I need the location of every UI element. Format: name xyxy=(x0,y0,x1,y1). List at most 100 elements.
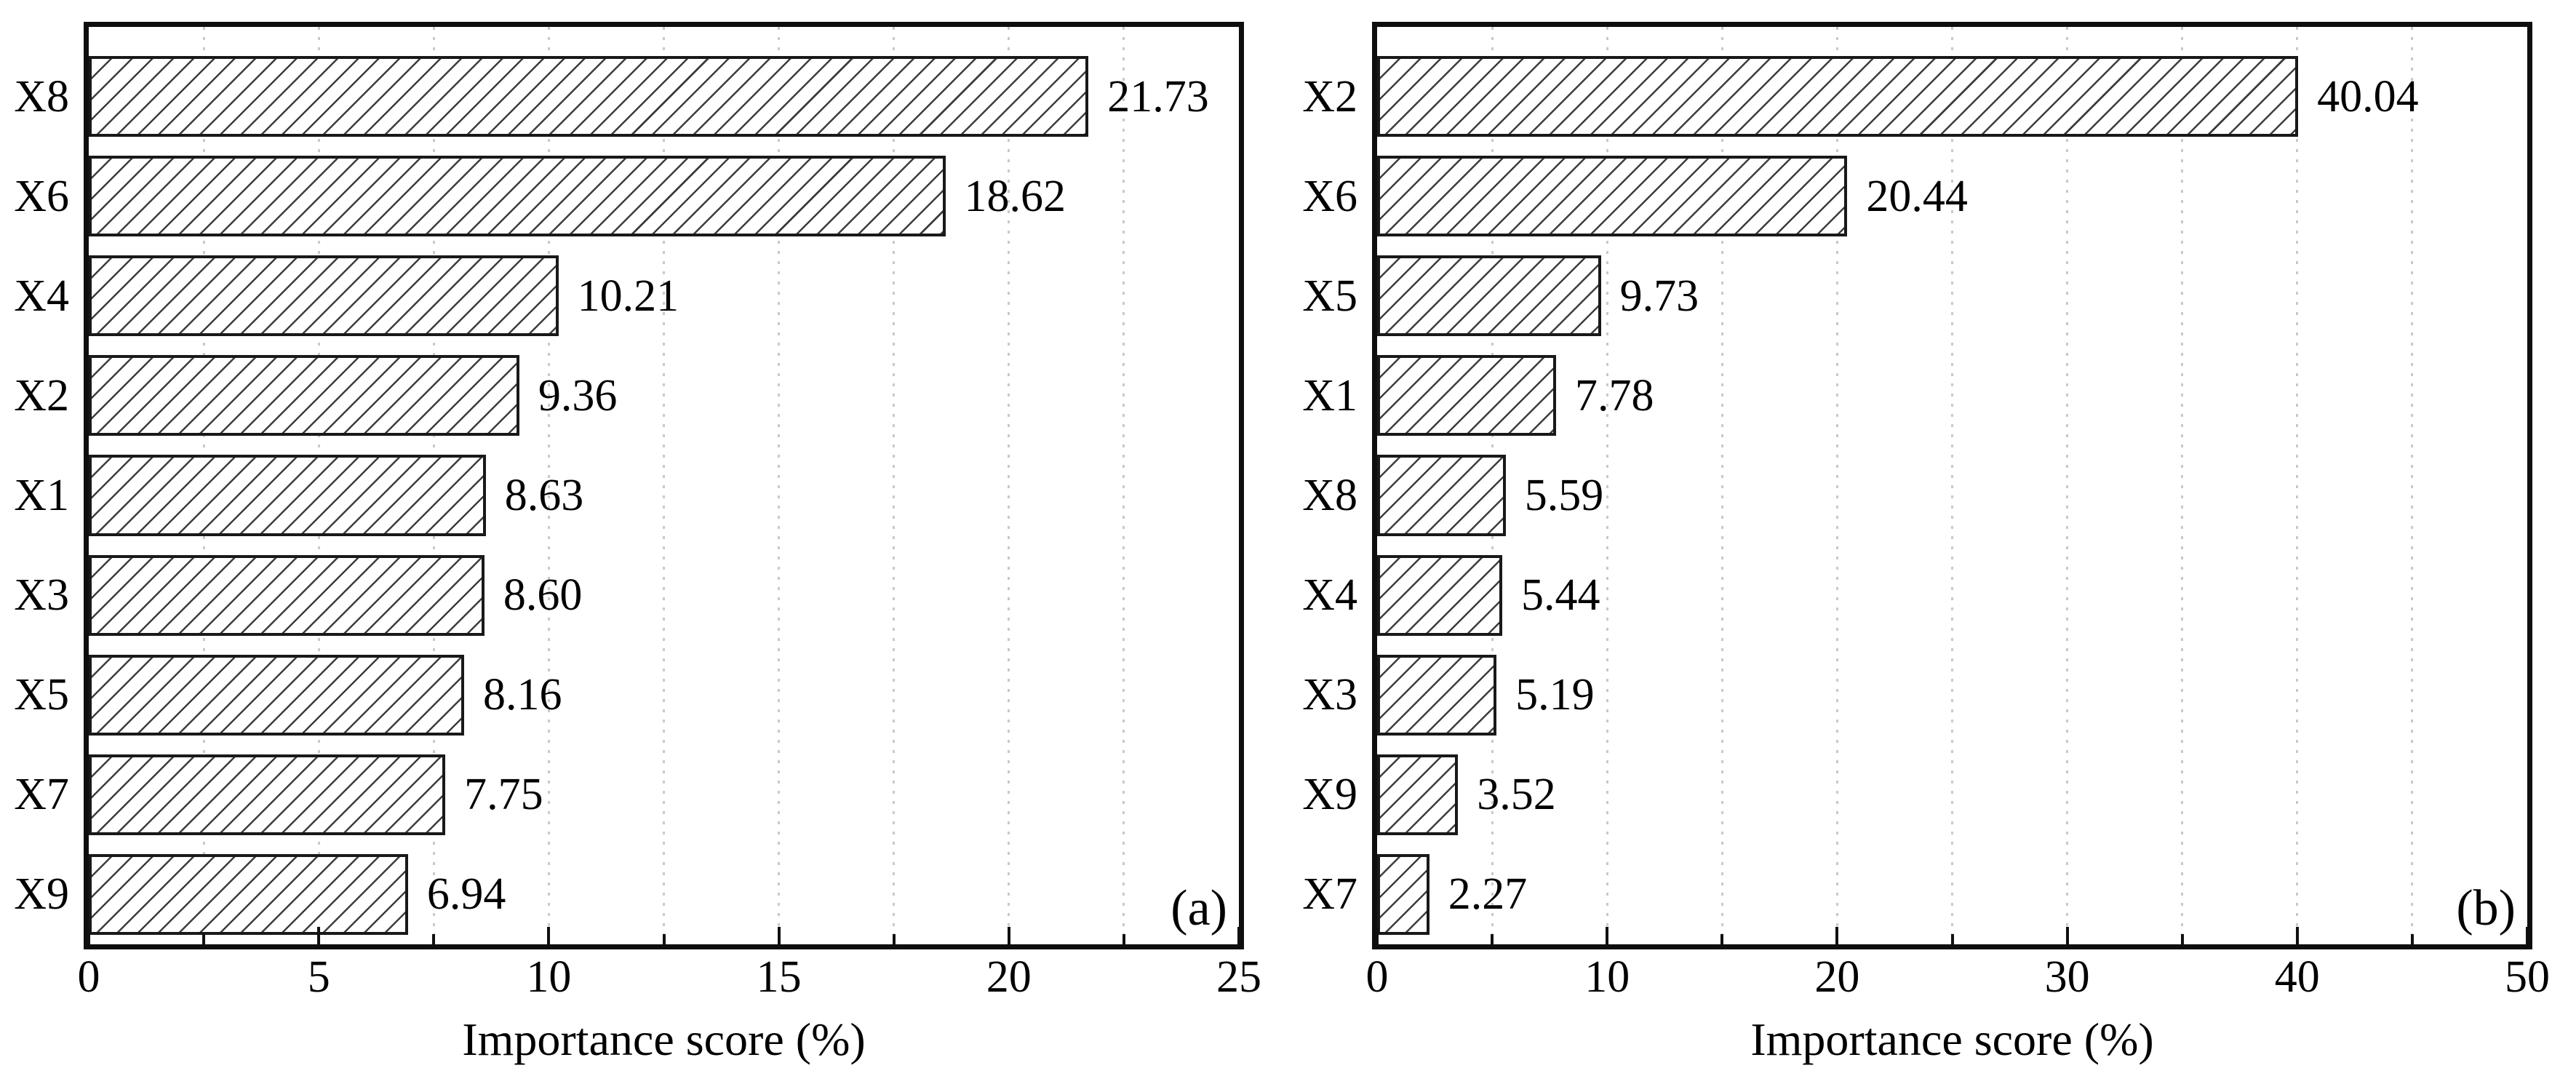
bar-x5 xyxy=(1377,255,1601,337)
bar-x1 xyxy=(1377,355,1556,437)
bar-x4 xyxy=(1377,554,1502,636)
gridline xyxy=(547,27,550,944)
category-label: X4 xyxy=(1302,570,1357,621)
gridline xyxy=(2411,27,2414,944)
category-label: X4 xyxy=(14,271,69,321)
x-axis-minor-tick xyxy=(1950,934,1954,944)
x-axis-major-tick xyxy=(2526,927,2529,944)
bar-x9 xyxy=(1377,754,1459,835)
gridline xyxy=(2296,27,2299,944)
bar-x2 xyxy=(89,355,519,437)
bar-x5 xyxy=(89,654,465,736)
gridline xyxy=(663,27,665,944)
value-label: 5.19 xyxy=(1515,670,1595,720)
bar-x3 xyxy=(89,554,485,636)
gridline xyxy=(1835,27,1838,944)
bar-x6 xyxy=(89,156,946,237)
bar-row: X1 7.78 xyxy=(1302,346,2527,445)
bar-row: X5 8.16 xyxy=(14,645,1239,745)
category-label: X3 xyxy=(1302,670,1357,720)
bar-x7 xyxy=(1377,853,1429,935)
value-label: 9.36 xyxy=(538,370,618,421)
bar-row: X3 5.19 xyxy=(1302,645,2527,745)
value-label: 21.73 xyxy=(1107,71,1209,121)
value-label: 18.62 xyxy=(964,171,1066,221)
value-label: 8.16 xyxy=(483,670,562,720)
x-tick-label: 50 xyxy=(2505,952,2550,1002)
x-tick-label: 10 xyxy=(526,952,572,1002)
x-axis-minor-tick xyxy=(1122,934,1125,944)
bar-row: X1 8.63 xyxy=(14,445,1239,545)
x-axis-title-a: Importance score (%) xyxy=(462,1013,866,1065)
bar-row: X3 8.60 xyxy=(14,546,1239,645)
bar-x3 xyxy=(1377,654,1497,736)
category-label: X6 xyxy=(14,171,69,221)
value-label: 8.63 xyxy=(504,470,584,520)
bar-x6 xyxy=(1377,156,1848,237)
bar-row: X7 2.27 xyxy=(1302,845,2527,944)
x-tick-label: 20 xyxy=(1814,952,1860,1002)
category-label: X2 xyxy=(14,370,69,421)
category-label: X3 xyxy=(14,570,69,621)
x-axis-major-tick xyxy=(1606,927,1609,944)
bar-x2 xyxy=(1377,56,2299,138)
x-axis-minor-tick xyxy=(2410,934,2414,944)
category-label: X9 xyxy=(14,869,69,920)
value-label: 3.52 xyxy=(1477,770,1556,820)
value-label: 20.44 xyxy=(1866,171,1968,221)
gridline xyxy=(1008,27,1010,944)
x-axis-major-tick xyxy=(547,927,551,944)
x-axis-major-tick xyxy=(1376,927,1379,944)
bar-row: X4 5.44 xyxy=(1302,546,2527,645)
x-axis-major-tick xyxy=(1835,927,1839,944)
x-tick-label: 30 xyxy=(2044,952,2090,1002)
x-tick-label: 5 xyxy=(307,952,330,1002)
bar-x9 xyxy=(89,853,408,935)
x-axis-major-tick xyxy=(2065,927,2069,944)
value-label: 40.04 xyxy=(2317,71,2419,121)
x-axis-minor-tick xyxy=(432,934,436,944)
value-label: 2.27 xyxy=(1448,869,1528,920)
bar-x1 xyxy=(89,455,486,536)
x-tick-label: 40 xyxy=(2274,952,2320,1002)
bar-row: X8 21.73 xyxy=(14,47,1239,146)
bar-row: X6 20.44 xyxy=(1302,146,2527,246)
value-label: 7.75 xyxy=(464,770,543,820)
category-label: X9 xyxy=(1302,770,1357,820)
gridline xyxy=(2181,27,2184,944)
bar-row: X7 7.75 xyxy=(14,745,1239,845)
x-axis-major-tick xyxy=(317,927,321,944)
category-label: X2 xyxy=(1302,71,1357,121)
bar-x7 xyxy=(89,754,446,835)
x-tick-label: 10 xyxy=(1584,952,1630,1002)
x-axis-minor-tick xyxy=(1491,934,1494,944)
bar-row: X9 6.94 xyxy=(14,845,1239,944)
gridline xyxy=(1606,27,1608,944)
plot-area-a: (a) X8 21.73 X6 18.62 X4 10.21 X2 9.36 X1 8.63 X3 8… xyxy=(14,22,1261,1000)
gridline xyxy=(1122,27,1125,944)
x-axis-minor-tick xyxy=(1720,934,1724,944)
bar-row: X2 40.04 xyxy=(1302,47,2527,146)
bar-row: X6 18.62 xyxy=(14,146,1239,246)
panel-a: (a) X8 21.73 X6 18.62 X4 10.21 X2 9.36 X1 8.63 X3 8… xyxy=(14,22,1261,1065)
category-label: X1 xyxy=(14,470,69,520)
plot-area-b: (b) X2 40.04 X6 20.44 X5 9.73 X1 7.78 X8 5.59 X4 5.… xyxy=(1302,22,2550,1000)
value-label: 9.73 xyxy=(1619,271,1699,321)
bar-row: X4 10.21 xyxy=(14,246,1239,346)
x-axis-minor-tick xyxy=(892,934,896,944)
bar-x4 xyxy=(89,255,559,337)
bar-row: X8 5.59 xyxy=(1302,445,2527,545)
x-axis-major-tick xyxy=(777,927,781,944)
gridline xyxy=(1951,27,1953,944)
x-tick-label: 20 xyxy=(986,952,1032,1002)
gridline xyxy=(778,27,781,944)
panel-b: (b) X2 40.04 X6 20.44 X5 9.73 X1 7.78 X8 5.59 X4 5.… xyxy=(1288,0,2576,1076)
value-label: 5.59 xyxy=(1524,470,1604,520)
category-label: X5 xyxy=(14,670,69,720)
gridline xyxy=(1720,27,1723,944)
x-tick-label: 15 xyxy=(756,952,802,1002)
panel-letter-b: (b) xyxy=(2456,880,2516,936)
panel-letter-a: (a) xyxy=(1171,880,1227,936)
x-tick-label: 0 xyxy=(77,952,100,1002)
